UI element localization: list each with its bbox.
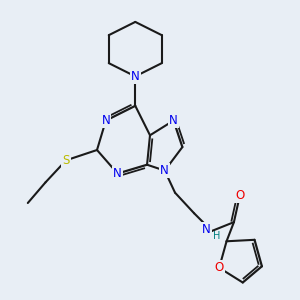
Text: O: O <box>235 189 244 202</box>
Text: N: N <box>113 167 122 180</box>
Text: N: N <box>131 70 140 83</box>
Text: O: O <box>214 261 224 274</box>
Text: N: N <box>101 114 110 127</box>
Text: N: N <box>160 164 169 177</box>
Text: S: S <box>62 154 70 167</box>
Text: H: H <box>213 231 221 241</box>
Text: N: N <box>169 114 178 127</box>
Text: N: N <box>202 223 211 236</box>
